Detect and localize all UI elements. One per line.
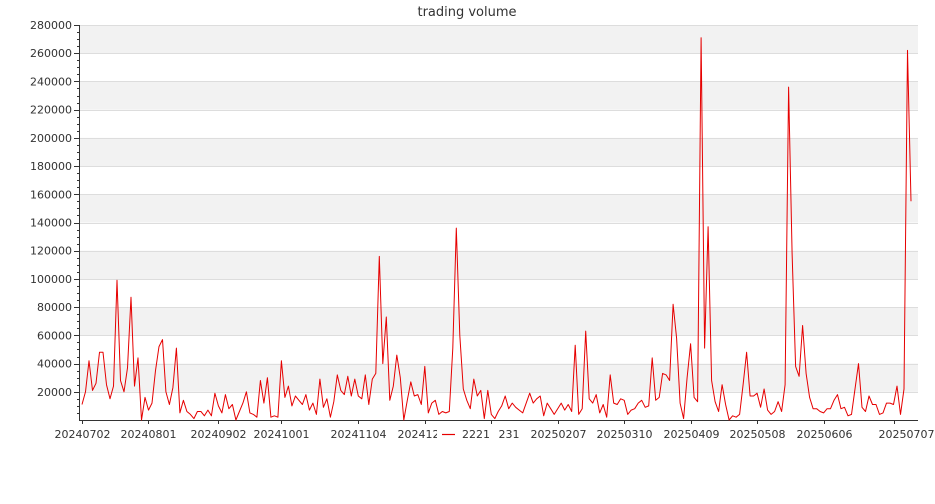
y-tick-label: 140000: [30, 217, 72, 230]
y-tick-label: 80000: [37, 301, 72, 314]
series-layer: [81, 37, 912, 421]
legend: 2221: [437, 426, 499, 442]
x-tick-label: 20250606: [797, 428, 853, 441]
x-tick-label: 20250207: [531, 428, 587, 441]
y-tick-label: 220000: [30, 104, 72, 117]
y-tick-label: 280000: [30, 19, 72, 32]
y-tick-label: 200000: [30, 132, 72, 145]
legend-label: 2221: [462, 428, 490, 441]
grid-bands: [79, 25, 918, 392]
y-tick-label: 120000: [30, 245, 72, 258]
x-tick-label: 20240702: [55, 428, 111, 441]
x-tick-label: 20241001: [254, 428, 310, 441]
x-tick-label: 20250508: [730, 428, 786, 441]
y-tick-label: 60000: [37, 329, 72, 342]
legend-background: [437, 426, 499, 442]
x-tick-label: 20241104: [331, 428, 387, 441]
grid-band: [79, 307, 918, 336]
grid-band: [79, 25, 918, 54]
y-tick-label: 100000: [30, 273, 72, 286]
y-tick-label: 260000: [30, 47, 72, 60]
x-tick-label: 20240801: [121, 428, 177, 441]
chart-title: trading volume: [417, 5, 516, 20]
grid-band: [79, 194, 918, 223]
x-tick-label: 20250310: [597, 428, 653, 441]
grid-band: [79, 250, 918, 279]
y-ticks: 20000 40000 60000 80000 100000 120000 140000 16…: [30, 19, 79, 414]
series-line-2221: [81, 37, 912, 421]
y-tick-label: 160000: [30, 188, 72, 201]
y-tick-label: 40000: [37, 358, 72, 371]
y-tick-label: 20000: [37, 386, 72, 399]
x-ticks: 20240702 20240801 20240902 20241001 20241104…: [55, 420, 935, 441]
x-tick-label: 20240902: [191, 428, 247, 441]
grid-band: [79, 137, 918, 167]
y-gridlines: [79, 25, 918, 393]
grid-band: [79, 81, 918, 110]
grid-band: [79, 363, 918, 392]
x-tick-label: 20250409: [664, 428, 720, 441]
x-tick-label: 20250707: [879, 428, 935, 441]
y-tick-label: 240000: [30, 75, 72, 88]
y-tick-label: 180000: [30, 160, 72, 173]
